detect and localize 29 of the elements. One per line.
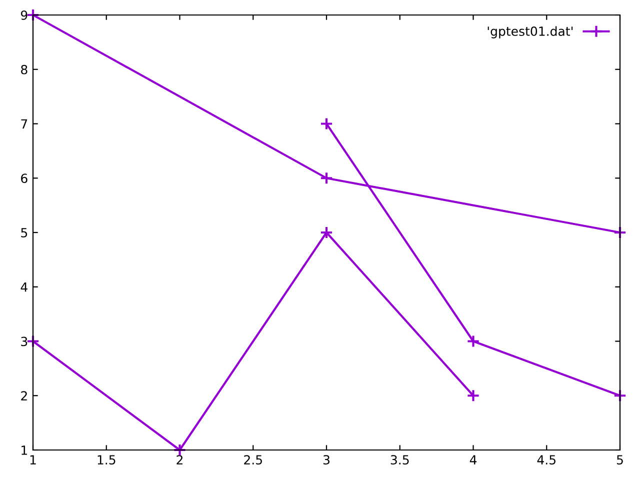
- y-tick-label: 1: [22, 446, 27, 455]
- x-tick-label: 4: [470, 455, 477, 464]
- point: [320, 117, 334, 130]
- legend-label: 'gptest01.dat': [488, 26, 573, 38]
- point: [613, 226, 627, 240]
- x-tick-label: 3: [323, 455, 330, 465]
- x-tick-label: 3.5: [390, 455, 409, 465]
- y-tick-label: 4: [20, 282, 28, 292]
- y-tick-label: 2: [21, 391, 27, 400]
- x-tick-label: 1.5: [98, 455, 116, 465]
- y-tick-label: 5: [21, 228, 28, 238]
- point: [173, 443, 186, 457]
- point: [613, 389, 627, 402]
- x-tick-label: 4.5: [537, 455, 556, 465]
- x-tick-label: 2: [176, 455, 182, 464]
- point: [26, 334, 40, 348]
- y-tick-label: 3: [21, 336, 28, 346]
- y-tick-label: 7: [21, 119, 28, 128]
- point: [466, 334, 480, 348]
- point: [26, 8, 40, 22]
- point: [320, 172, 334, 185]
- y-tick-label: 6: [21, 174, 28, 184]
- y-tick-label: 8: [21, 64, 28, 74]
- y-tick-label: 9: [20, 10, 28, 20]
- x-tick-label: 2.5: [244, 455, 262, 465]
- x-tick-label: 5: [616, 455, 623, 465]
- x-tick-label: 1: [30, 455, 36, 464]
- point: [466, 389, 480, 402]
- point: [320, 226, 334, 240]
